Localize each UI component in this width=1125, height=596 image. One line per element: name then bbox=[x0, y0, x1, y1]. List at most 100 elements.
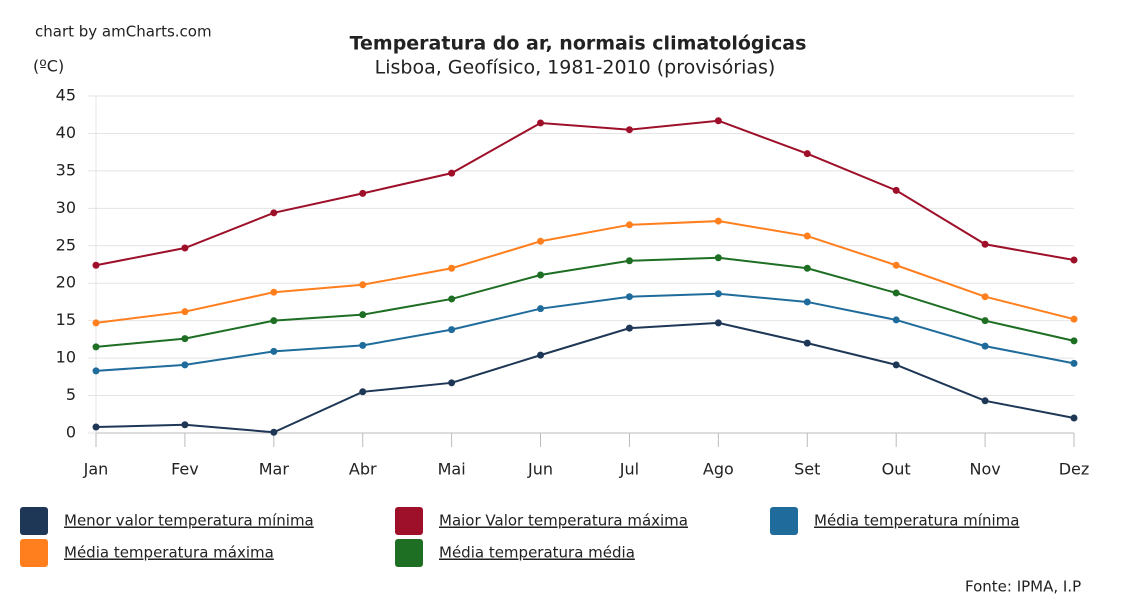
x-tick-label: Mar bbox=[259, 460, 290, 479]
x-tick-label: Jan bbox=[83, 460, 109, 479]
legend-label[interactable]: Média temperatura máxima bbox=[64, 544, 274, 562]
x-tick-label: Jun bbox=[527, 460, 553, 479]
point bbox=[537, 351, 545, 359]
point bbox=[181, 335, 189, 343]
point bbox=[625, 324, 633, 332]
chart-subtitle: Lisboa, Geofísico, 1981-2010 (provisória… bbox=[375, 57, 776, 79]
point bbox=[92, 423, 100, 431]
y-tick-label: 30 bbox=[56, 198, 76, 217]
y-tick-label: 10 bbox=[56, 348, 76, 367]
point bbox=[1070, 256, 1078, 264]
point bbox=[625, 126, 633, 134]
point bbox=[892, 186, 900, 194]
point bbox=[625, 293, 633, 301]
legend-swatch[interactable] bbox=[395, 539, 423, 567]
point bbox=[448, 295, 456, 303]
line bbox=[95, 321, 1075, 434]
line bbox=[95, 220, 1075, 324]
x-tick-label: Dez bbox=[1059, 460, 1090, 479]
source: Fonte: IPMA, I.P bbox=[965, 578, 1081, 596]
legend-swatch[interactable] bbox=[20, 507, 48, 535]
point bbox=[270, 347, 278, 355]
point bbox=[714, 319, 722, 327]
credit[interactable]: chart by amCharts.com bbox=[35, 23, 212, 41]
point bbox=[92, 319, 100, 327]
point bbox=[625, 221, 633, 229]
point bbox=[270, 209, 278, 217]
point bbox=[537, 305, 545, 313]
point bbox=[448, 326, 456, 334]
point bbox=[359, 189, 367, 197]
point bbox=[359, 341, 367, 349]
y-tick-label: 5 bbox=[66, 385, 76, 404]
point bbox=[714, 290, 722, 298]
point bbox=[181, 421, 189, 429]
point bbox=[448, 169, 456, 177]
legend-label[interactable]: Maior Valor temperatura máxima bbox=[439, 512, 688, 530]
point bbox=[1070, 315, 1078, 323]
x-tick-label: Mai bbox=[438, 460, 466, 479]
point bbox=[448, 264, 456, 272]
line bbox=[95, 119, 1075, 267]
point bbox=[270, 288, 278, 296]
point bbox=[359, 281, 367, 289]
point bbox=[892, 261, 900, 269]
x-tick-label: Nov bbox=[969, 460, 1000, 479]
point bbox=[625, 257, 633, 265]
x-tick-label: Jul bbox=[619, 460, 639, 479]
point bbox=[537, 119, 545, 127]
y-tick-label: 35 bbox=[56, 160, 76, 179]
y-tick-label: 0 bbox=[66, 423, 76, 442]
legend-label[interactable]: Média temperatura mínima bbox=[814, 512, 1019, 530]
x-tick-label: Out bbox=[882, 460, 911, 479]
point bbox=[803, 339, 811, 347]
point bbox=[92, 367, 100, 375]
x-tick-label: Abr bbox=[349, 460, 377, 479]
point bbox=[92, 343, 100, 351]
point bbox=[181, 361, 189, 369]
point bbox=[1070, 414, 1078, 422]
x-tick-label: Ago bbox=[703, 460, 734, 479]
point bbox=[803, 298, 811, 306]
y-tick-label: 20 bbox=[56, 273, 76, 292]
point bbox=[981, 342, 989, 350]
point bbox=[537, 271, 545, 279]
point bbox=[803, 264, 811, 272]
y-tick-label: 40 bbox=[56, 123, 76, 142]
y-tick-label: 15 bbox=[56, 310, 76, 329]
point bbox=[892, 316, 900, 324]
point bbox=[892, 361, 900, 369]
point bbox=[981, 240, 989, 248]
legend-swatch[interactable] bbox=[770, 507, 798, 535]
point bbox=[181, 308, 189, 316]
y-axis-label: (ºC) bbox=[33, 57, 64, 76]
point bbox=[714, 117, 722, 125]
point bbox=[803, 232, 811, 240]
point bbox=[92, 261, 100, 269]
point bbox=[1070, 359, 1078, 367]
line bbox=[95, 256, 1075, 348]
chart-title: Temperatura do ar, normais climatológica… bbox=[350, 33, 807, 55]
point bbox=[359, 388, 367, 396]
y-tick-label: 45 bbox=[56, 86, 76, 105]
legend-swatch[interactable] bbox=[20, 539, 48, 567]
point bbox=[981, 397, 989, 405]
point bbox=[981, 293, 989, 301]
legend-label[interactable]: Menor valor temperatura mínima bbox=[64, 512, 314, 530]
x-tick-label: Set bbox=[794, 460, 820, 479]
point bbox=[270, 317, 278, 325]
point bbox=[270, 428, 278, 436]
point bbox=[981, 317, 989, 325]
point bbox=[181, 244, 189, 252]
point bbox=[892, 289, 900, 297]
y-tick-label: 25 bbox=[56, 235, 76, 254]
point bbox=[359, 311, 367, 319]
x-tick-label: Fev bbox=[171, 460, 199, 479]
line bbox=[95, 292, 1075, 372]
point bbox=[714, 217, 722, 225]
legend-label[interactable]: Média temperatura média bbox=[439, 544, 635, 562]
legend-swatch[interactable] bbox=[395, 507, 423, 535]
point bbox=[448, 379, 456, 387]
point bbox=[803, 150, 811, 158]
